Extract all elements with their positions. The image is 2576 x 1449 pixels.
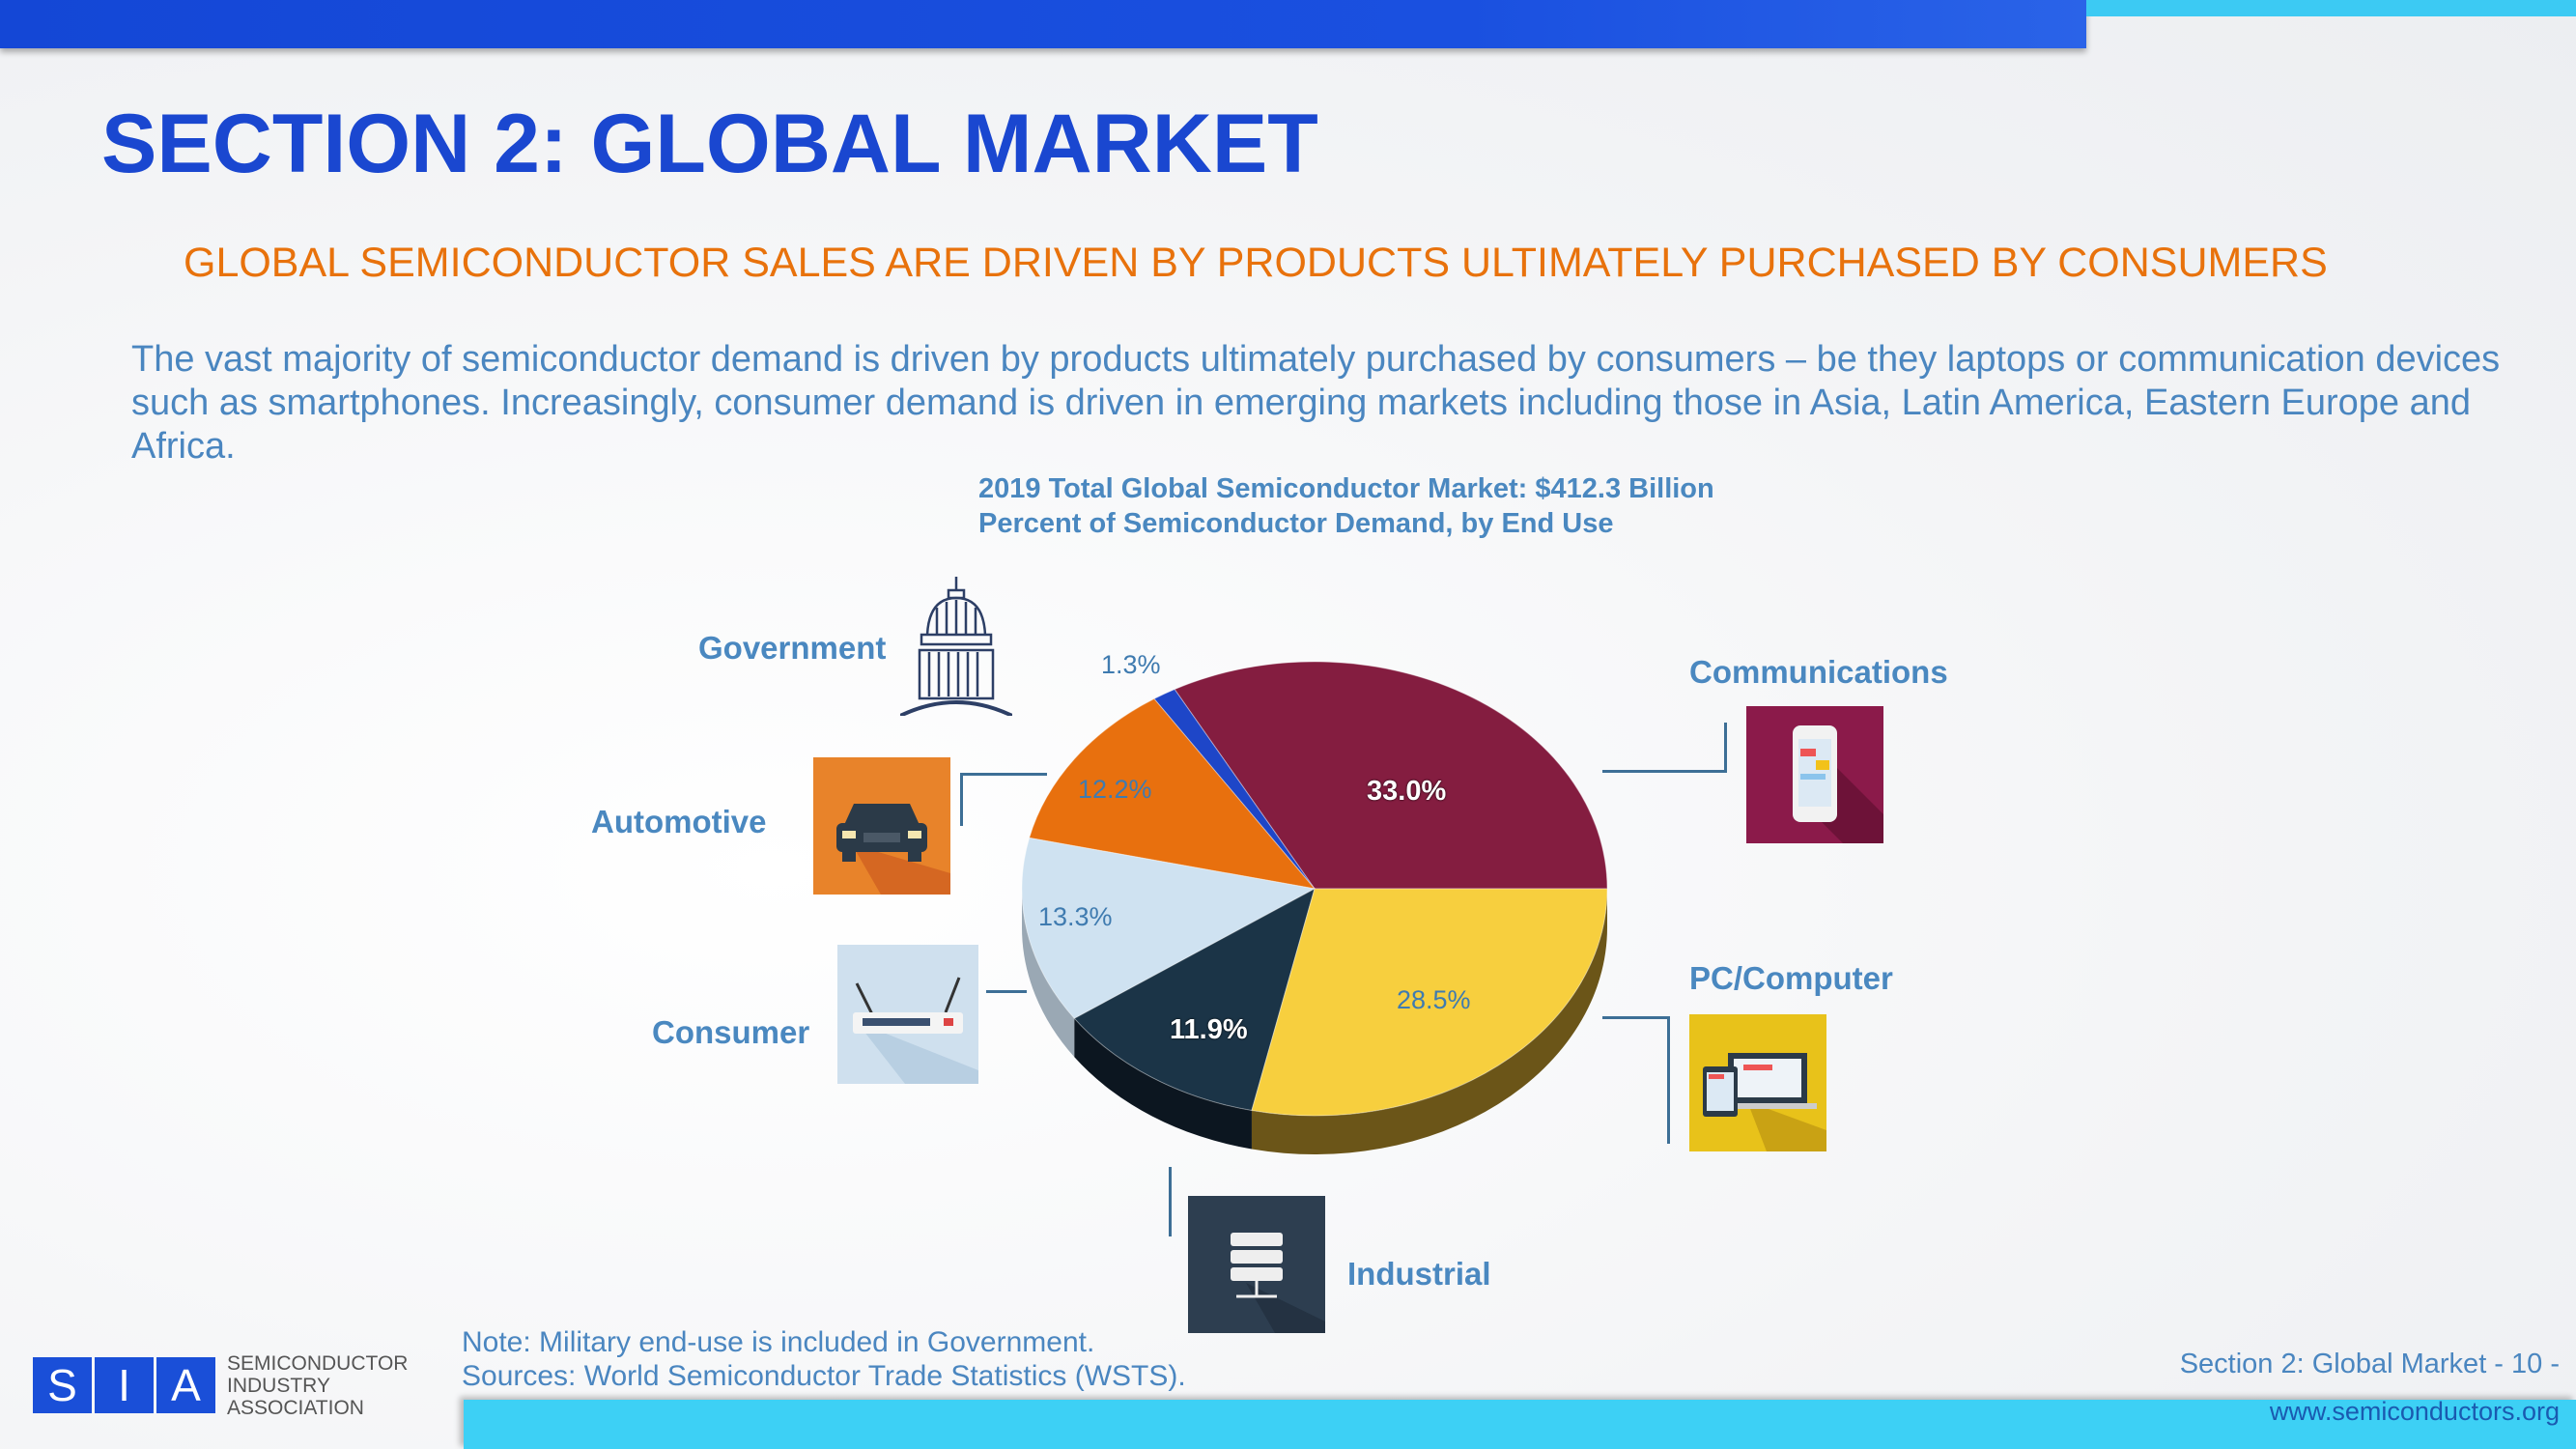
chart-title: 2019 Total Global Semiconductor Market: … — [978, 473, 1714, 504]
label-consumer: Consumer — [652, 1014, 810, 1050]
chart-subtitle: Percent of Semiconductor Demand, by End … — [978, 508, 1614, 539]
label-government: Government — [698, 630, 887, 666]
website-link[interactable]: www.semiconductors.org — [2269, 1397, 2560, 1426]
sia-logo: S I A — [33, 1357, 215, 1413]
page-number: Section 2: Global Market - 10 - — [2179, 1349, 2560, 1379]
label-automotive: Automotive — [591, 804, 767, 839]
router-icon — [837, 945, 978, 1084]
footnote: Note: Military end-use is included in Go… — [462, 1325, 1186, 1393]
chart-title-block: 2019 Total Global Semiconductor Market: … — [978, 471, 1714, 541]
logo-letter: S — [33, 1357, 92, 1413]
pie-side-consumer — [1022, 889, 1075, 1058]
connector-industrial — [1169, 1167, 1172, 1236]
data-label-communications: 33.0% — [1367, 776, 1447, 807]
logo-letter: I — [95, 1357, 154, 1413]
logo-text-line: SEMICONDUCTOR — [227, 1352, 409, 1375]
data-label-industrial: 11.9% — [1170, 1014, 1248, 1045]
data-label-automotive: 12.2% — [1078, 775, 1152, 804]
connector-pc-v — [1667, 1016, 1670, 1144]
car-icon — [813, 757, 950, 895]
connector-automotive — [960, 773, 1047, 776]
top-banner-accent — [2086, 0, 2576, 16]
connector-automotive-v — [960, 773, 963, 826]
pie-slice-automotive — [1029, 697, 1316, 890]
logo-letter: A — [156, 1357, 215, 1413]
data-label-consumer: 13.3% — [1038, 902, 1113, 931]
page-title: SECTION 2: GLOBAL MARKET — [101, 98, 1318, 190]
sources-text: Sources: World Semiconductor Trade Stati… — [462, 1360, 1186, 1392]
connector-consumer — [986, 990, 1027, 993]
server-icon — [1188, 1196, 1325, 1333]
sia-logo-text: SEMICONDUCTOR INDUSTRY ASSOCIATION — [227, 1352, 408, 1419]
pie-side-industrial — [1074, 1018, 1252, 1150]
label-industrial: Industrial — [1347, 1256, 1491, 1292]
page-subtitle: GLOBAL SEMICONDUCTOR SALES ARE DRIVEN BY… — [184, 240, 2328, 286]
smartphone-icon — [1746, 706, 1883, 843]
pie-slice-communications — [1174, 661, 1608, 890]
data-label-pc-computer: 28.5% — [1397, 985, 1471, 1014]
pie-slice-government — [1153, 688, 1316, 890]
laptop-icon — [1689, 1014, 1826, 1151]
capitol-building-icon — [900, 577, 1012, 716]
connector-communications-v — [1724, 723, 1727, 773]
logo-text-line: INDUSTRY — [227, 1375, 330, 1397]
label-pc-computer: PC/Computer — [1689, 960, 1893, 996]
pie-slice-pc-computer — [1251, 888, 1608, 1117]
top-banner — [0, 0, 2086, 48]
connector-communications — [1602, 770, 1726, 773]
logo-text-line: ASSOCIATION — [227, 1397, 364, 1419]
pie-side-pc-computer — [1251, 889, 1607, 1154]
label-communications: Communications — [1689, 654, 1948, 690]
data-label-government: 1.3% — [1101, 650, 1161, 679]
pie-slice-consumer — [1021, 837, 1316, 1019]
pie-slice-industrial — [1073, 887, 1316, 1112]
bottom-banner — [464, 1400, 2576, 1449]
note-text: Note: Military end-use is included in Go… — [462, 1326, 1095, 1358]
connector-pc — [1602, 1016, 1670, 1019]
body-text: The vast majority of semiconductor deman… — [131, 339, 2501, 467]
